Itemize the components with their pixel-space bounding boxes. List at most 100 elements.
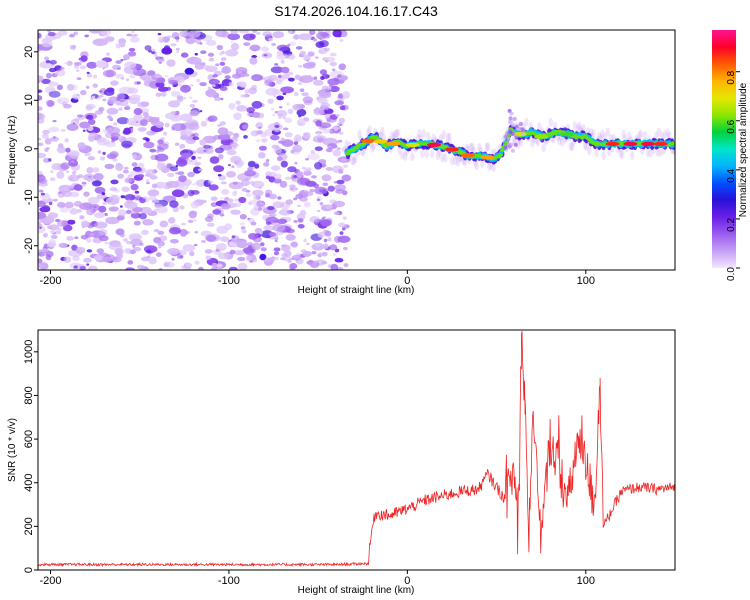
noise-blob	[179, 30, 188, 38]
noise-blob	[107, 97, 119, 105]
noise-blob	[316, 209, 321, 212]
noise-blob	[185, 36, 196, 45]
spectrogram-y-label: Frequency (Hz)	[7, 116, 18, 185]
noise-blob	[329, 52, 337, 57]
noise-blob	[281, 139, 294, 147]
noise-blob	[123, 127, 132, 135]
noise-blob	[108, 206, 119, 212]
noise-blob	[298, 75, 314, 83]
noise-blob	[187, 30, 201, 38]
noise-blob	[261, 230, 274, 239]
noise-blob	[296, 118, 306, 127]
noise-blob	[145, 249, 152, 254]
noise-blob	[202, 135, 217, 144]
noise-blob	[320, 102, 331, 108]
noise-blob	[325, 167, 333, 171]
noise-blob	[68, 236, 73, 240]
noise-blob	[287, 108, 294, 115]
noise-blob	[342, 91, 351, 99]
noise-blob	[70, 44, 76, 50]
ridge-cell	[530, 138, 535, 148]
noise-blob	[204, 216, 214, 223]
ridge-cell	[572, 121, 578, 130]
y-tick-label: 0	[23, 146, 35, 152]
noise-blob	[270, 66, 284, 74]
noise-blob	[338, 63, 347, 71]
noise-blob	[115, 73, 124, 79]
noise-blob	[181, 53, 185, 57]
noise-blob	[197, 168, 203, 172]
noise-blob	[287, 259, 292, 263]
noise-blob	[77, 142, 86, 150]
noise-blob	[38, 223, 43, 228]
noise-blob	[276, 95, 284, 101]
noise-blob	[169, 216, 175, 220]
noise-blob	[87, 196, 100, 204]
y-tick-label: 600	[23, 430, 35, 448]
noise-blob	[248, 233, 258, 240]
noise-blob	[298, 82, 302, 85]
noise-blob	[337, 235, 351, 243]
noise-blob	[323, 243, 329, 249]
noise-blob	[319, 122, 332, 129]
noise-blob	[123, 166, 129, 170]
ridge-peak	[361, 138, 376, 143]
noise-blob	[225, 49, 239, 57]
noise-blob	[38, 32, 42, 39]
noise-blob	[158, 246, 162, 249]
noise-blob	[85, 105, 93, 111]
noise-blob	[180, 84, 191, 93]
noise-blob	[233, 190, 238, 194]
noise-blob	[245, 193, 252, 197]
noise-blob	[327, 185, 335, 192]
noise-blob	[198, 266, 204, 270]
noise-blob	[50, 230, 55, 234]
ridge-cell	[443, 153, 448, 163]
noise-blob	[319, 69, 328, 75]
ridge-cell	[620, 150, 625, 160]
noise-blob	[38, 113, 46, 120]
ridge-cell	[380, 126, 385, 136]
noise-blob	[50, 136, 59, 142]
noise-blob	[329, 244, 338, 251]
noise-blob	[324, 230, 332, 237]
noise-blob	[163, 261, 170, 268]
noise-blob	[338, 170, 344, 174]
noise-blob	[273, 178, 282, 184]
noise-blob	[105, 216, 120, 225]
noise-blob	[205, 89, 217, 98]
noise-blob	[208, 184, 219, 191]
noise-blob	[79, 202, 93, 210]
noise-blob	[243, 135, 248, 139]
noise-blob	[255, 139, 261, 143]
ridge-peak	[623, 141, 638, 147]
noise-blob	[164, 75, 169, 78]
noise-blob	[271, 165, 281, 171]
noise-blob	[52, 119, 57, 123]
noise-blob	[220, 203, 231, 210]
noise-blob	[123, 54, 131, 60]
noise-blob	[323, 238, 328, 243]
noise-blob	[304, 189, 307, 193]
noise-blob	[158, 61, 162, 64]
noise-blob	[56, 171, 65, 179]
ridge-cell	[455, 157, 461, 167]
noise-blob	[311, 251, 317, 255]
noise-blob	[124, 248, 133, 254]
noise-blob	[262, 31, 273, 37]
ridge-cell	[420, 149, 425, 159]
noise-blob	[106, 87, 115, 93]
noise-blob	[127, 260, 134, 265]
noise-blob	[74, 117, 80, 122]
noise-blob	[194, 231, 199, 234]
noise-blob	[79, 265, 86, 270]
noise-blob	[157, 240, 165, 247]
ridge-cell	[618, 149, 623, 159]
noise-blob	[251, 180, 265, 189]
ridge-cell	[672, 142, 675, 146]
noise-blob	[64, 201, 74, 209]
noise-blob	[86, 114, 94, 120]
ridge-cell	[515, 139, 521, 149]
noise-blob	[233, 198, 239, 202]
noise-blob	[334, 100, 345, 106]
